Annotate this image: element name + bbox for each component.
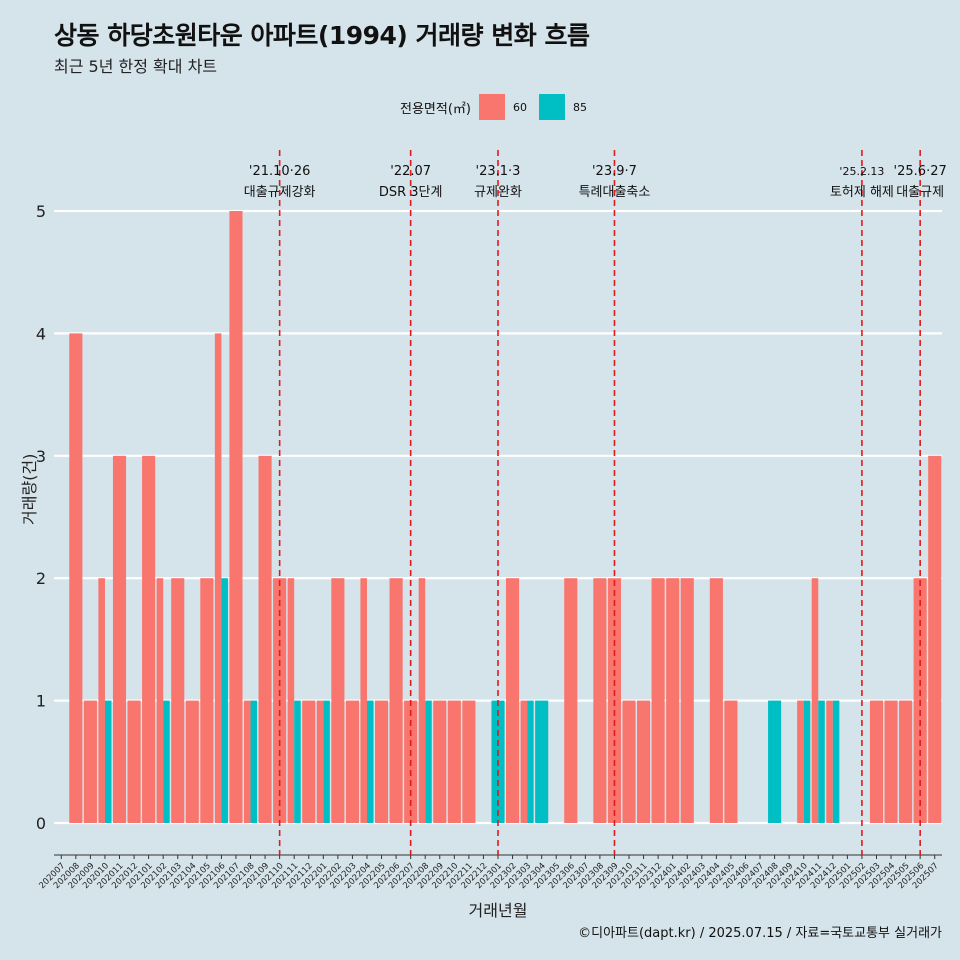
y-tick-label: 4: [36, 324, 46, 343]
legend-label-60: 60: [512, 100, 527, 114]
event-label-text: 토허제 해제: [830, 185, 894, 200]
bar-60-202402: [680, 578, 694, 823]
y-tick-label: 0: [36, 814, 46, 833]
bar-85-202108: [250, 700, 258, 823]
bar-85-202303: [527, 700, 534, 823]
event-label-text: DSR 3단계: [379, 185, 443, 200]
bar-60-202103: [171, 578, 185, 823]
bar-85-202201: [323, 700, 330, 823]
bar-85-202111: [294, 700, 301, 823]
bar-60-202204: [360, 578, 367, 823]
bar-60-202306: [564, 578, 578, 823]
bar-85-202412: [832, 700, 840, 823]
bar-85-202411: [818, 700, 825, 823]
y-tick-label: 2: [36, 569, 46, 588]
y-tick-label: 3: [36, 447, 46, 466]
event-label-date: '22.07: [390, 164, 431, 179]
bar-60-202310: [622, 700, 636, 823]
bar-60-202210: [447, 700, 461, 823]
caption: ©디아파트(dapt.kr) / 2025.07.15 / 자료=국토교통부 실…: [578, 926, 942, 941]
event-label-text: 대출규제: [896, 185, 944, 200]
bar-60-202109: [258, 455, 272, 823]
bar-60-202308: [593, 578, 607, 823]
legend-swatch-60: [478, 94, 505, 120]
bar-60-202201: [316, 700, 324, 823]
event-label-date: '25.6·27: [894, 164, 947, 179]
legend: 전용면적(㎡) 60 85: [400, 93, 599, 121]
bar-60-202105: [200, 578, 214, 823]
bar-85-202010: [104, 700, 112, 823]
event-label-date: '23.9·7: [592, 164, 637, 179]
y-tick-label: 5: [36, 202, 46, 221]
bar-60-202102: [156, 578, 164, 823]
bar-60-202111: [287, 578, 295, 823]
bar-60-202507: [928, 455, 942, 823]
legend-title: 전용면적(㎡): [400, 101, 471, 117]
bar-60-202312: [651, 578, 665, 823]
bar-60-202009: [83, 700, 97, 823]
bar-60-202203: [345, 700, 359, 823]
bar-60-202101: [142, 455, 156, 823]
bar-60-202106: [214, 333, 222, 823]
bar-60-202412: [826, 700, 833, 823]
bar-60-202011: [112, 455, 127, 823]
bar-60-202010: [98, 578, 105, 823]
bar-60-202211: [462, 700, 476, 823]
bar-60-202012: [127, 700, 141, 823]
bar-60-202401: [666, 578, 680, 823]
bar-60-202303: [520, 700, 528, 823]
bar-60-202504: [884, 700, 898, 823]
bar-60-202411: [811, 578, 819, 823]
event-label-text: 대출규제강화: [244, 185, 316, 200]
event-label-date: '25.2.13: [839, 165, 884, 178]
bar-85-202102: [163, 700, 170, 823]
bar-85-202408: [768, 700, 782, 823]
event-label-text: 규제완화: [474, 185, 522, 200]
bar-60-202405: [724, 700, 738, 823]
bar-60-202209: [433, 700, 447, 823]
bar-85-202204: [366, 700, 374, 823]
bar-85-202106: [221, 578, 228, 823]
event-label-text: 특례대출축소: [579, 185, 651, 200]
bar-60-202205: [374, 700, 389, 823]
bar-60-202202: [331, 578, 345, 823]
bar-60-202108: [243, 700, 251, 823]
y-tick-label: 1: [36, 692, 46, 711]
event-label-date: '23.1·3: [476, 164, 521, 179]
chart-subtitle: 최근 5년 한정 확대 차트: [54, 57, 218, 76]
bar-60-202311: [637, 700, 651, 823]
bar-60-202503: [869, 700, 884, 823]
bar-60-202104: [185, 700, 199, 823]
legend-label-85: 85: [572, 100, 587, 114]
x-axis-label: 거래년월: [468, 901, 528, 920]
bar-60-202206: [389, 578, 403, 823]
bar-85-202410: [803, 700, 811, 823]
bar-60-202410: [797, 700, 804, 823]
legend-swatch-85: [538, 94, 565, 120]
bar-60-202107: [229, 211, 243, 823]
bar-85-202304: [535, 700, 549, 823]
bar-60-202008: [69, 333, 83, 823]
event-label-date: '21.10·26: [249, 164, 310, 179]
bar-60-202505: [899, 700, 913, 823]
bar-60-202208: [418, 578, 426, 823]
chart-title: 상동 하당초원타운 아파트(1994) 거래량 변화 흐름: [54, 21, 590, 50]
bar-60-202302: [506, 578, 520, 823]
bar-60-202404: [709, 578, 723, 823]
bar-85-202208: [425, 700, 432, 823]
bar-60-202112: [302, 700, 316, 823]
y-axis-label: 거래량(건): [20, 453, 39, 525]
